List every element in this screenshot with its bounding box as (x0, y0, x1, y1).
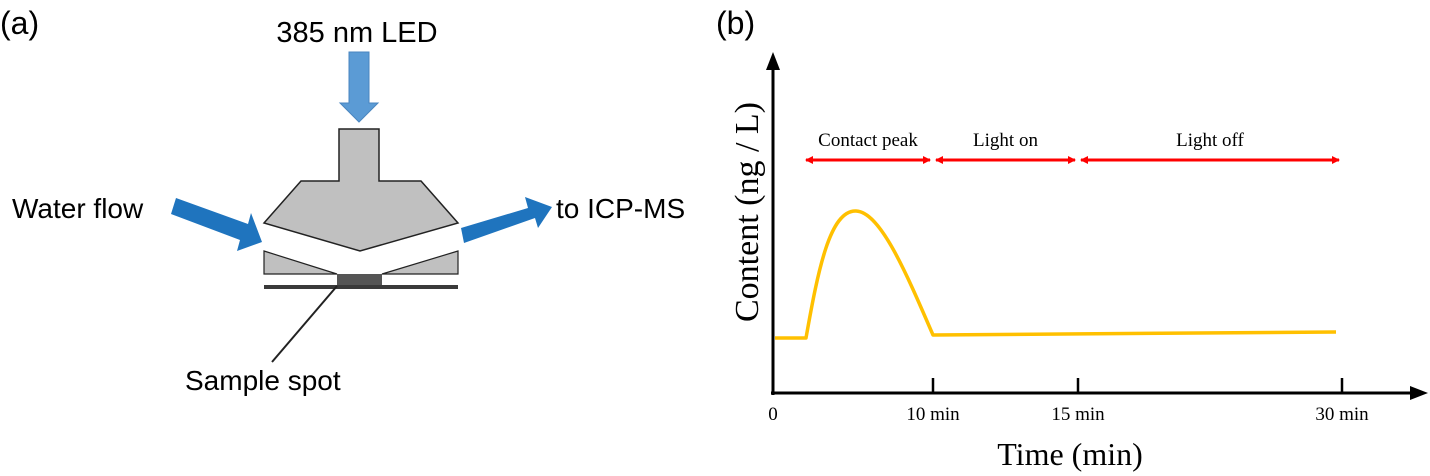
cell-upper-block (262, 128, 460, 252)
outlet-arrow-icon (461, 197, 552, 243)
inlet-label: Water flow (12, 193, 144, 224)
panel-b: (b) 0 10 min 15 min 30 min Contact peak Ligh… (716, 5, 1428, 472)
sample-label: Sample spot (185, 365, 341, 396)
content-series-line (775, 209, 1337, 340)
panel-a-label: (a) (0, 5, 39, 41)
led-label: 385 nm LED (276, 17, 437, 49)
y-axis-title: Content (ng / L) (729, 102, 766, 322)
base-plate (264, 285, 458, 289)
x-tick-label: 15 min (1051, 404, 1105, 425)
cell-lower-left (263, 250, 338, 275)
panel-b-label: (b) (716, 5, 755, 41)
cell-lower-right (381, 250, 459, 275)
inlet-arrow-icon (171, 198, 262, 251)
x-tick-label: 10 min (906, 404, 960, 425)
outlet-label: to ICP-MS (556, 193, 685, 224)
x-axis-title: Time (min) (997, 436, 1143, 472)
y-axis-arrow-icon (766, 52, 780, 70)
panel-a: (a) 385 nm LED Water flow to ICP-MS Samp… (0, 5, 685, 396)
phase-label: Light on (973, 130, 1038, 151)
led-arrow-icon (338, 51, 380, 123)
sample-spot (337, 274, 382, 285)
phase-label: Contact peak (818, 130, 918, 151)
x-tick-label: 30 min (1315, 404, 1369, 425)
sample-leader-line (271, 285, 338, 363)
phase-label: Light off (1176, 130, 1244, 151)
x-axis-arrow-icon (1410, 386, 1428, 400)
x-tick-label: 0 (768, 404, 778, 425)
